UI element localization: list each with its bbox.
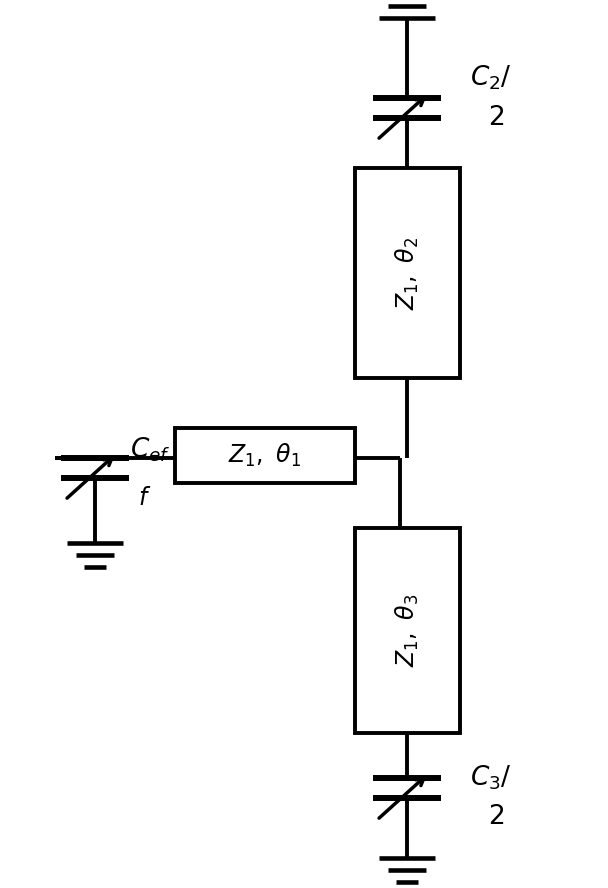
Text: $Z_1,\ \theta_3$: $Z_1,\ \theta_3$ bbox=[393, 594, 421, 667]
Text: $2$: $2$ bbox=[488, 804, 504, 829]
Text: $Z_1,\ \theta_2$: $Z_1,\ \theta_2$ bbox=[393, 236, 421, 310]
Text: $f$: $f$ bbox=[138, 486, 151, 510]
Bar bbox=[355, 168, 460, 378]
Text: $Z_1,\ \theta_1$: $Z_1,\ \theta_1$ bbox=[229, 442, 302, 469]
Text: $C_{ef}$: $C_{ef}$ bbox=[130, 436, 171, 464]
Bar bbox=[355, 528, 460, 733]
Text: $2$: $2$ bbox=[488, 106, 504, 131]
Bar bbox=[175, 428, 355, 483]
Text: $C_3/$: $C_3/$ bbox=[470, 764, 512, 792]
Text: $C_2/$: $C_2/$ bbox=[470, 64, 512, 92]
